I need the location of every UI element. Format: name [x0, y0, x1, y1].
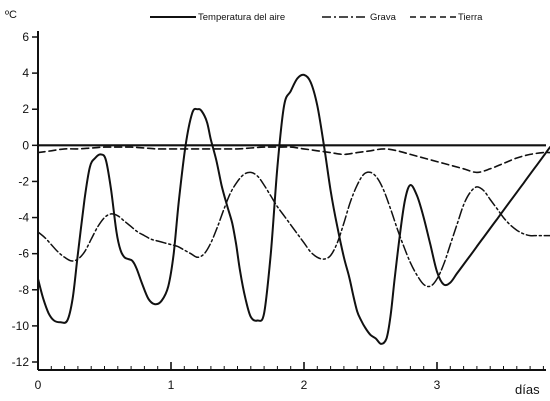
x-tick-label: 2 [301, 378, 308, 392]
x-tick-label: 3 [434, 378, 441, 392]
y-tick-label: 2 [22, 102, 29, 116]
y-tick-label: 4 [22, 66, 29, 80]
y-tick-label: -8 [18, 283, 29, 297]
x-tick-label: 1 [168, 378, 175, 392]
legend-label-grava: Grava [370, 12, 397, 23]
y-tick-label: 0 [22, 138, 29, 152]
y-tick-label: -12 [12, 355, 30, 369]
y-tick-label: 6 [22, 30, 29, 44]
y-tick-label: -10 [12, 319, 30, 333]
series-grava [37, 171, 550, 288]
series-layer [37, 73, 550, 345]
y-tick-label: -4 [18, 211, 29, 225]
y-tick-label: -2 [18, 174, 29, 188]
x-tick-label: 0 [35, 378, 42, 392]
ticks: 6 4 2 0 -2 -4 -6 -8 -10 -12 0 1 2 3 [12, 30, 544, 392]
axes [37, 31, 546, 371]
y-tick-label: -6 [18, 247, 29, 261]
y-unit-label: ºC [5, 9, 17, 21]
legend-label-air: Temperatura del aire [198, 12, 285, 23]
series-tierra [37, 146, 550, 174]
series-air-temperature [37, 73, 550, 345]
legend-label-tierra: Tierra [458, 12, 483, 23]
x-unit-label: días [515, 382, 540, 397]
legend: Temperatura del aire Grava Tierra [150, 12, 483, 23]
